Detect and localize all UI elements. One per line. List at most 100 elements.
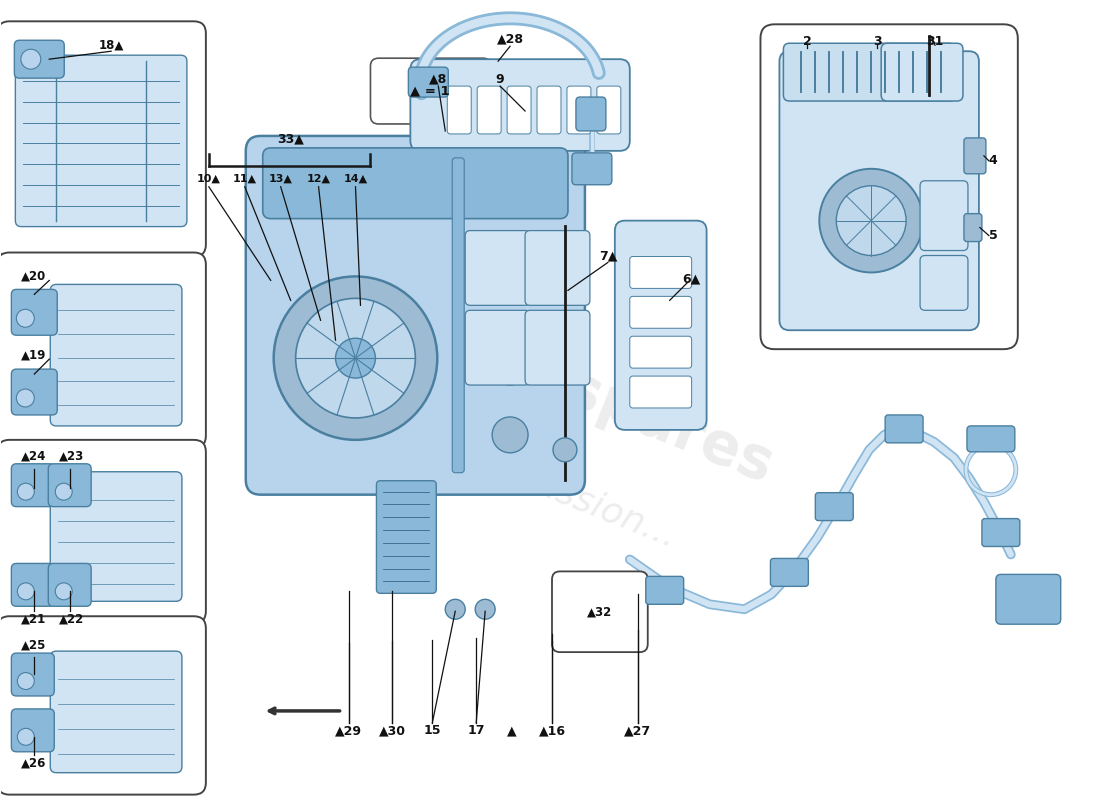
FancyBboxPatch shape <box>245 136 585 494</box>
FancyBboxPatch shape <box>371 58 491 124</box>
Text: ▲27: ▲27 <box>624 724 651 738</box>
FancyBboxPatch shape <box>964 138 986 174</box>
FancyBboxPatch shape <box>920 181 968 250</box>
FancyBboxPatch shape <box>11 563 54 606</box>
Circle shape <box>55 583 73 600</box>
Text: 18▲: 18▲ <box>98 38 124 52</box>
Text: ▲23: ▲23 <box>59 450 85 462</box>
FancyBboxPatch shape <box>630 296 692 328</box>
FancyBboxPatch shape <box>376 481 437 594</box>
FancyBboxPatch shape <box>780 51 979 330</box>
Circle shape <box>836 186 906 255</box>
Text: 14▲: 14▲ <box>343 174 367 184</box>
Circle shape <box>492 417 528 453</box>
FancyBboxPatch shape <box>263 148 568 218</box>
Text: 33▲: 33▲ <box>277 133 304 146</box>
Circle shape <box>18 483 34 500</box>
Text: 9: 9 <box>496 73 505 86</box>
FancyBboxPatch shape <box>881 43 962 101</box>
Text: 17: 17 <box>468 724 485 738</box>
Text: 15: 15 <box>424 724 441 738</box>
Text: a passion...: a passion... <box>478 446 682 554</box>
FancyBboxPatch shape <box>967 426 1015 452</box>
FancyBboxPatch shape <box>630 336 692 368</box>
FancyBboxPatch shape <box>477 86 502 134</box>
Circle shape <box>336 338 375 378</box>
FancyBboxPatch shape <box>646 576 684 604</box>
FancyBboxPatch shape <box>597 86 620 134</box>
Circle shape <box>475 599 495 619</box>
FancyBboxPatch shape <box>525 310 590 385</box>
FancyBboxPatch shape <box>920 255 968 310</box>
Text: 2: 2 <box>803 34 812 48</box>
FancyBboxPatch shape <box>630 257 692 288</box>
FancyBboxPatch shape <box>11 290 57 335</box>
FancyBboxPatch shape <box>0 616 206 794</box>
Text: ▲16: ▲16 <box>539 724 565 738</box>
FancyBboxPatch shape <box>783 43 955 101</box>
Text: ▲21: ▲21 <box>21 613 46 626</box>
Text: ▲22: ▲22 <box>59 613 85 626</box>
Text: 11▲: 11▲ <box>233 174 256 184</box>
Circle shape <box>55 483 73 500</box>
FancyBboxPatch shape <box>566 86 591 134</box>
FancyBboxPatch shape <box>448 86 471 134</box>
Text: ▲20: ▲20 <box>21 270 46 283</box>
Text: ▲30: ▲30 <box>378 724 406 738</box>
Circle shape <box>16 310 34 327</box>
Text: 5: 5 <box>989 229 998 242</box>
FancyBboxPatch shape <box>576 97 606 131</box>
FancyBboxPatch shape <box>0 253 206 448</box>
Text: 7▲: 7▲ <box>598 249 617 262</box>
FancyBboxPatch shape <box>51 285 182 426</box>
Text: 13▲: 13▲ <box>268 174 293 184</box>
FancyBboxPatch shape <box>51 651 182 773</box>
FancyBboxPatch shape <box>760 24 1018 349</box>
Circle shape <box>491 345 530 385</box>
FancyBboxPatch shape <box>11 464 54 506</box>
FancyBboxPatch shape <box>537 86 561 134</box>
FancyBboxPatch shape <box>964 214 982 242</box>
Circle shape <box>18 583 34 600</box>
FancyBboxPatch shape <box>815 493 854 521</box>
Text: 6▲: 6▲ <box>682 272 701 285</box>
Text: ▲26: ▲26 <box>21 756 46 770</box>
FancyBboxPatch shape <box>630 376 692 408</box>
Text: ▲29: ▲29 <box>336 724 362 738</box>
FancyBboxPatch shape <box>0 440 206 623</box>
Circle shape <box>16 389 34 407</box>
Text: 10▲: 10▲ <box>197 174 221 184</box>
Text: 12▲: 12▲ <box>307 174 331 184</box>
Text: ▲19: ▲19 <box>21 349 46 362</box>
Circle shape <box>18 728 34 746</box>
FancyBboxPatch shape <box>11 709 54 752</box>
FancyBboxPatch shape <box>982 518 1020 546</box>
Text: ▲ = 1: ▲ = 1 <box>410 85 450 98</box>
FancyBboxPatch shape <box>552 571 648 652</box>
FancyBboxPatch shape <box>48 464 91 506</box>
Text: 4: 4 <box>989 154 998 167</box>
FancyBboxPatch shape <box>11 653 54 696</box>
FancyBboxPatch shape <box>14 40 64 78</box>
FancyBboxPatch shape <box>15 55 187 226</box>
Text: 31: 31 <box>926 34 944 48</box>
Text: eurospares: eurospares <box>418 305 782 495</box>
FancyBboxPatch shape <box>572 153 612 185</box>
Text: ▲25: ▲25 <box>21 638 46 652</box>
FancyBboxPatch shape <box>452 158 464 473</box>
FancyBboxPatch shape <box>48 563 91 606</box>
FancyBboxPatch shape <box>408 67 449 97</box>
FancyBboxPatch shape <box>525 230 590 306</box>
Text: ▲32: ▲32 <box>587 606 613 618</box>
Circle shape <box>446 599 465 619</box>
FancyBboxPatch shape <box>770 558 808 586</box>
Circle shape <box>296 298 416 418</box>
FancyBboxPatch shape <box>615 221 706 430</box>
FancyBboxPatch shape <box>0 22 206 257</box>
FancyBboxPatch shape <box>465 230 530 306</box>
FancyBboxPatch shape <box>410 59 630 151</box>
FancyBboxPatch shape <box>886 415 923 443</box>
Circle shape <box>820 169 923 273</box>
FancyBboxPatch shape <box>11 369 57 415</box>
FancyBboxPatch shape <box>465 310 530 385</box>
